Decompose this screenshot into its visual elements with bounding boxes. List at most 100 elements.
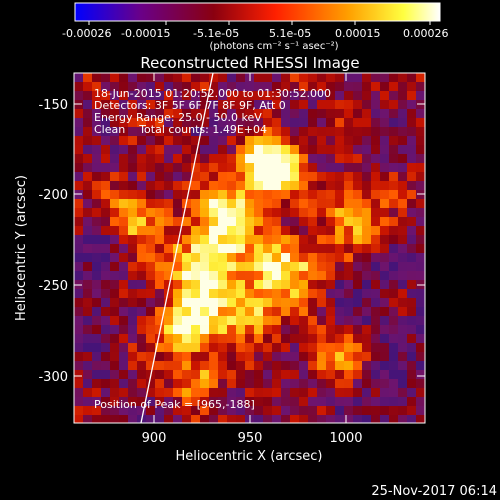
heatmap-cell [83,334,93,344]
heatmap-cell [164,325,174,335]
heatmap-cell [164,226,174,236]
heatmap-cell [407,199,417,209]
heatmap-cell [254,334,264,344]
heatmap-cell [299,181,309,191]
y-axis-ticks [74,103,425,377]
heatmap-cell [227,316,237,326]
heatmap-cell [263,118,273,128]
heatmap-cell [407,325,417,335]
heatmap-cell [146,280,156,290]
heatmap-cell [362,118,372,128]
heatmap-cell [227,343,237,353]
heatmap-cell [317,262,327,272]
heatmap-cell [236,190,246,200]
heatmap-cell [110,298,120,308]
heatmap-cell [155,244,165,254]
heatmap-cell [398,100,408,110]
heatmap-cell [416,271,425,281]
heatmap-cell [398,379,408,389]
heatmap-cell [236,163,246,173]
heatmap-cell [191,253,201,263]
heatmap-cell [380,316,390,326]
heatmap-cell [119,73,129,83]
heatmap-cell [218,325,228,335]
heatmap-cell [290,190,300,200]
heatmap-cell [290,352,300,362]
heatmap-cell [191,361,201,371]
heatmap-cell [398,370,408,380]
heatmap-cell [155,145,165,155]
heatmap-cell [110,307,120,317]
heatmap-cell [317,199,327,209]
heatmap-cell [362,208,372,218]
heatmap-cell [380,244,390,254]
heatmap-cell [380,154,390,164]
heatmap-cell [362,415,372,423]
heatmap-cell [380,82,390,92]
heatmap-cell [119,199,129,209]
heatmap-cell [344,172,354,182]
heatmap-cell [128,271,138,281]
heatmap-cell [200,298,210,308]
heatmap-cell [236,334,246,344]
heatmap-cell [218,316,228,326]
heatmap-cell [146,415,156,423]
heatmap-cell [191,388,201,398]
heatmap-cell [74,388,84,398]
heatmap-cell [407,271,417,281]
heatmap-cell [326,343,336,353]
heatmap-cell [308,145,318,155]
heatmap-cell [281,217,291,227]
heatmap-cell [272,145,282,155]
heatmap-cell [245,352,255,362]
heatmap-cell [272,406,282,416]
heatmap-cell [290,136,300,146]
heatmap-cell [101,379,111,389]
heatmap-cell [254,343,264,353]
heatmap-cell [245,145,255,155]
heatmap-cell [155,163,165,173]
heatmap-cell [137,253,147,263]
heatmap-cell [164,73,174,83]
heatmap-cell [299,127,309,137]
heatmap-cell [398,289,408,299]
heatmap-cell [128,154,138,164]
heatmap-cell [308,271,318,281]
heatmap-cell [245,406,255,416]
heatmap-cell [110,118,120,128]
heatmap-cell [119,172,129,182]
heatmap-cell [218,190,228,200]
heatmap-cell [380,199,390,209]
heatmap-cell [119,415,129,423]
heatmap-cell [92,145,102,155]
heatmap-cell [101,136,111,146]
heatmap-cell [146,406,156,416]
heatmap-cell [335,100,345,110]
heatmap-cell [326,415,336,423]
heatmap-cell [137,199,147,209]
heatmap-cell [308,406,318,416]
heatmap-cell [299,289,309,299]
heatmap-cell [128,370,138,380]
heatmap-cell [101,334,111,344]
heatmap-cell [146,163,156,173]
heatmap-cell [389,226,399,236]
heatmap-cell [281,334,291,344]
heatmap-cell [245,289,255,299]
heatmap-cell [155,118,165,128]
heatmap-cell [164,208,174,218]
heatmap-cell [416,181,425,191]
heatmap-cell [74,136,84,146]
colorbar-tick-label: 0.00015 [335,27,381,40]
heatmap-cell [236,217,246,227]
heatmap-cell [326,271,336,281]
heatmap-cell [155,199,165,209]
heatmap-cell [110,289,120,299]
heatmap-cell [128,199,138,209]
heatmap-cell [200,352,210,362]
heatmap-cell [344,118,354,128]
heatmap-cell [416,217,425,227]
heatmap-cell [227,244,237,254]
heatmap-cell [128,316,138,326]
heatmap-cell [236,118,246,128]
